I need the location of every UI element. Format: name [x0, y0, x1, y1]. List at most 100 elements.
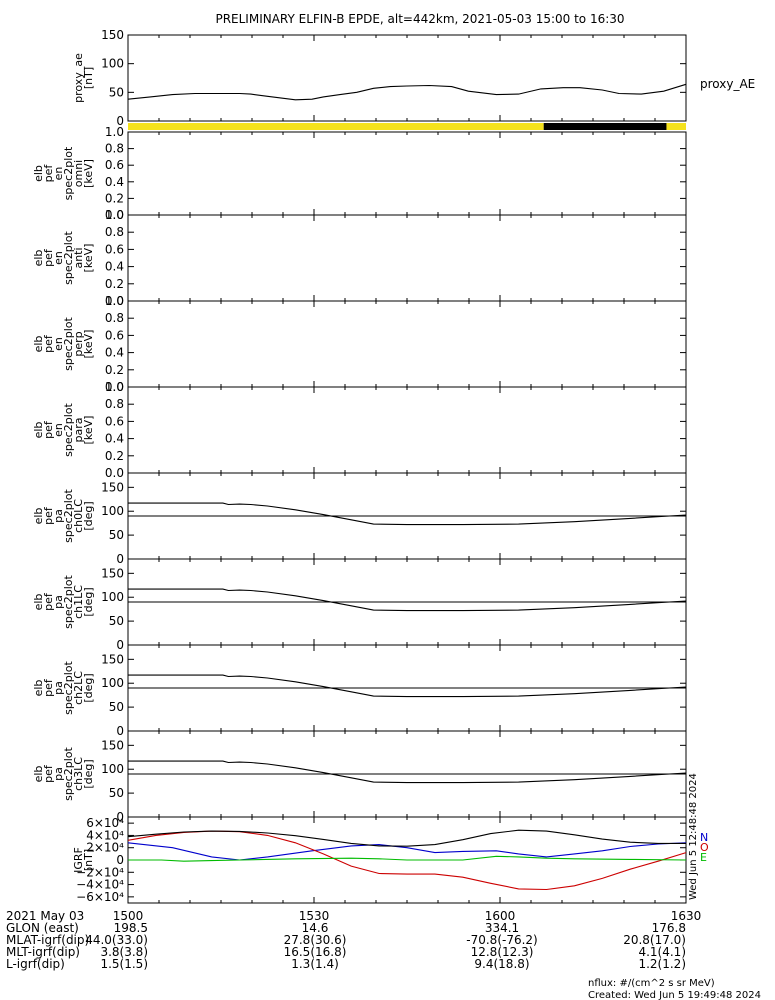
y-axis-label: [keV]: [82, 159, 95, 188]
y-tick-label: 0.4: [105, 260, 124, 274]
created-timestamp: Created: Wed Jun 5 19:49:48 2024: [588, 990, 761, 1000]
y-tick-label: 0.2: [105, 363, 124, 377]
footer-value: 16.5(16.8): [284, 945, 347, 959]
footer-row-label: GLON (east): [6, 921, 79, 935]
panel-en_omni: 1.0 0.8 0.6 0.4 0.2 0.0 elbpefenspec2plotomni[…: [32, 125, 687, 222]
y-tick-label: 1.0: [105, 125, 124, 139]
panel-en_anti: 1.0 0.8 0.6 0.4 0.2 0.0 elbpefenspec2plotanti[…: [32, 208, 687, 308]
y-tick-label: −2×10⁴: [76, 865, 124, 879]
x-tick-label: 1600: [485, 909, 516, 923]
y-tick-label: 0.4: [105, 432, 124, 446]
y-axis-label: en: [52, 167, 65, 181]
y-tick-label: 0.0: [105, 466, 124, 480]
y-tick-label: 0.2: [105, 449, 124, 463]
footer-row-label: MLAT-igrf(dip): [6, 933, 89, 947]
y-tick-label: 0.0: [105, 208, 124, 222]
y-axis-label: elb: [32, 594, 45, 611]
y-axis-label: spec2plot: [62, 575, 75, 629]
y-axis-label: pa: [52, 681, 65, 695]
y-tick-label: −4×10⁴: [76, 878, 124, 892]
y-axis-label: omni: [72, 160, 85, 187]
y-tick-label: 0.6: [105, 158, 124, 172]
y-tick-label: 0.2: [105, 191, 124, 205]
footer-value: 9.4(18.8): [474, 957, 529, 971]
flag-segment: [543, 123, 667, 130]
y-tick-label: 50: [109, 700, 124, 714]
y-axis-label: pef: [42, 764, 55, 783]
x-tick-label: 1500: [113, 909, 144, 923]
panel-en_para: 1.0 0.8 0.6 0.4 0.2 0.0 elbpefenspec2plotpara[…: [32, 380, 687, 480]
y-axis-label: ch2LC: [72, 671, 85, 705]
footer-value: 27.8(30.6): [284, 933, 347, 947]
y-axis-label: pef: [42, 592, 55, 611]
y-axis-label: elb: [32, 508, 45, 525]
y-axis-label: pef: [42, 678, 55, 697]
y-tick-label: 0.4: [105, 175, 124, 189]
y-axis-label: [keV]: [82, 416, 95, 445]
y-axis-label: spec2plot: [62, 661, 75, 715]
y-axis-label: ch0LC: [72, 499, 85, 533]
created-vertical-stamp: Wed Jun 5 12:48:48 2024: [688, 773, 699, 900]
y-axis-label: en: [52, 337, 65, 351]
x-tick-label: 1630: [671, 909, 702, 923]
series-line: [128, 502, 687, 526]
series-line: [128, 674, 687, 698]
y-axis-label: pef: [42, 248, 55, 267]
y-tick-label: 1.0: [105, 294, 124, 308]
panel-en_perp: 1.0 0.8 0.6 0.4 0.2 0.0 elbpefenspec2plotperp[…: [32, 294, 687, 394]
y-axis-label: ch1LC: [72, 585, 85, 619]
y-tick-label: 150: [101, 480, 124, 494]
y-tick-label: 0.2: [105, 277, 124, 291]
y-axis-label: [nT]: [82, 849, 95, 871]
flux-units-note: nflux: #/(cm^2 s sr MeV): [588, 978, 715, 989]
footer-value: 1.3(1.4): [291, 957, 339, 971]
panel-frame: [127, 300, 687, 388]
y-tick-label: 0: [116, 724, 124, 738]
footer-value: 176.8: [652, 921, 686, 935]
y-axis-label: pef: [42, 334, 55, 353]
y-axis-label: elb: [32, 680, 45, 697]
y-axis-label: para: [72, 418, 85, 443]
y-axis-label: spec2plot: [62, 317, 75, 371]
y-axis-label: elb: [32, 422, 45, 439]
y-tick-label: 0.8: [105, 225, 124, 239]
y-axis-label: pa: [52, 767, 65, 781]
y-tick-label: 0.0: [105, 380, 124, 394]
footer-value: 1.2(1.2): [638, 957, 686, 971]
y-tick-label: 2×10⁴: [86, 841, 124, 855]
y-axis-label: [deg]: [82, 673, 95, 702]
y-axis-label: pef: [42, 164, 55, 183]
flag-segment: [666, 123, 686, 130]
y-axis-label: elb: [32, 766, 45, 783]
y-tick-label: 0: [116, 810, 124, 824]
y-tick-label: 1.0: [105, 380, 124, 394]
y-tick-label: 0.6: [105, 242, 124, 256]
y-tick-label: 0.0: [105, 294, 124, 308]
footer-row-label: L-igrf(dip): [6, 957, 65, 971]
y-axis-label: [deg]: [82, 759, 95, 788]
y-tick-label: 100: [101, 57, 124, 71]
y-axis-label: spec2plot: [62, 747, 75, 801]
y-axis-label: anti: [72, 247, 85, 268]
y-axis-label: [keV]: [82, 244, 95, 273]
y-axis-label: spec2plot: [62, 489, 75, 543]
y-tick-label: 1.0: [105, 208, 124, 222]
footer-row-label: MLT-igrf(dip): [6, 945, 80, 959]
panels: 150100500proxy_ae[nT]1.00.80.60.40.20.0e…: [32, 28, 709, 904]
y-tick-label: 0: [116, 853, 124, 867]
footer-value: 3.8(3.8): [100, 945, 148, 959]
y-axis-label: pa: [52, 509, 65, 523]
footer-value: 1.5(1.5): [100, 957, 148, 971]
y-tick-label: 100: [101, 762, 124, 776]
y-tick-label: 0: [116, 638, 124, 652]
y-axis-label: IGRF: [72, 847, 85, 873]
panel-frame: [127, 131, 687, 216]
y-tick-label: −6×10⁴: [76, 890, 124, 904]
igrf-legend: NOE: [700, 831, 709, 864]
legend-letter: N: [700, 831, 708, 844]
y-tick-label: 0.4: [105, 346, 124, 360]
y-axis-label: ch3LC: [72, 757, 85, 791]
